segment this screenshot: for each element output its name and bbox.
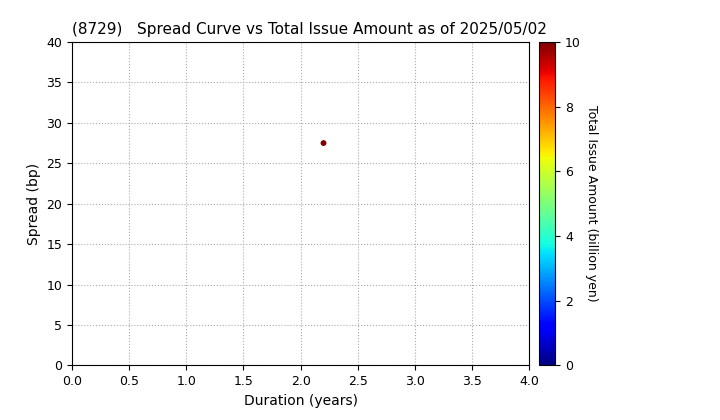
Y-axis label: Total Issue Amount (billion yen): Total Issue Amount (billion yen) bbox=[585, 105, 598, 302]
Y-axis label: Spread (bp): Spread (bp) bbox=[27, 163, 41, 245]
X-axis label: Duration (years): Duration (years) bbox=[243, 394, 358, 408]
Point bbox=[318, 140, 329, 147]
Text: (8729)   Spread Curve vs Total Issue Amount as of 2025/05/02: (8729) Spread Curve vs Total Issue Amoun… bbox=[72, 22, 547, 37]
